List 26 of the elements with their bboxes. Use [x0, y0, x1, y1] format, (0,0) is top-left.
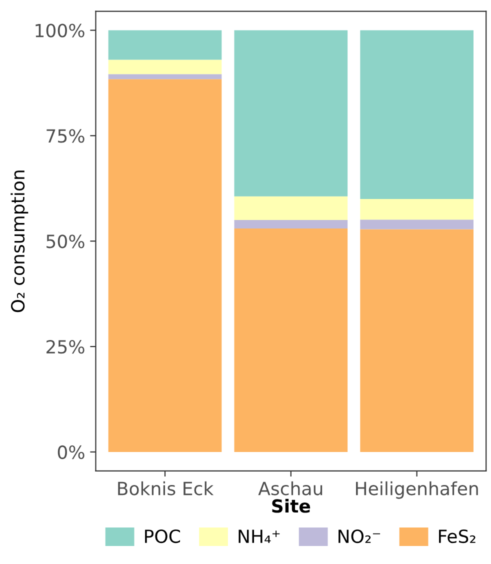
y-tick-label: 25% [46, 340, 84, 354]
y-tick-label: 100% [36, 24, 84, 38]
bar [108, 79, 222, 452]
y-axis-title: O₂ consumption [10, 170, 28, 312]
bar [234, 196, 348, 220]
legend-label: NH₄⁺ [238, 530, 280, 543]
bar [360, 30, 474, 199]
legend-label: POC [145, 529, 180, 544]
bar [360, 220, 474, 230]
bar [108, 74, 222, 80]
bar [360, 198, 474, 220]
bar [108, 60, 222, 74]
bar [360, 229, 474, 452]
bar [234, 228, 348, 452]
bar [234, 220, 348, 228]
legend-label: FeS₂ [439, 529, 476, 544]
bar [108, 30, 222, 60]
x-axis-title: Site [272, 498, 310, 513]
y-tick-label: 0% [58, 445, 84, 460]
x-tick-label: Aschau [258, 481, 322, 496]
y-tick-label: 50% [46, 234, 84, 248]
x-tick-label: Heiligenhafen [356, 481, 478, 499]
y-tick-label: 75% [46, 129, 84, 143]
x-tick-label: Boknis Eck [118, 481, 214, 496]
bar [234, 30, 348, 196]
legend-label: NO₂⁻ [338, 529, 380, 544]
